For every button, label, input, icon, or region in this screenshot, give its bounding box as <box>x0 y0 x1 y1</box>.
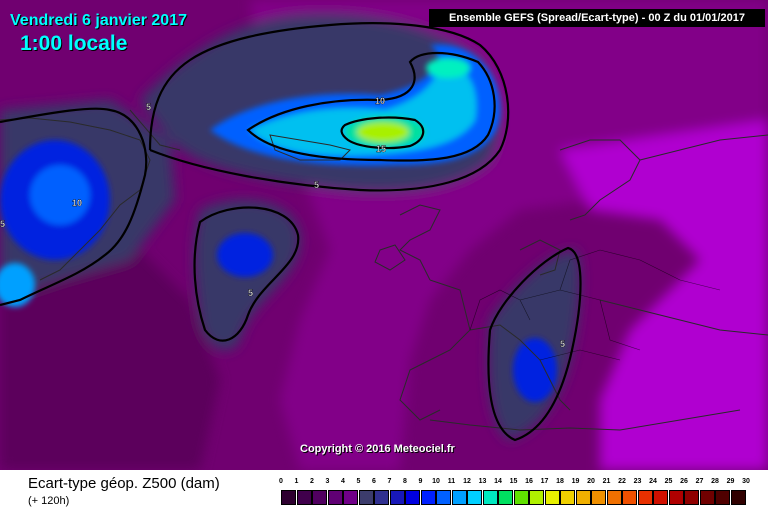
scale-swatch <box>715 490 730 505</box>
scale-swatch <box>622 490 637 505</box>
scale-swatch <box>575 490 591 505</box>
scale-label: 9 <box>418 478 423 485</box>
scale-swatch <box>668 490 684 505</box>
scale-label: 22 <box>618 478 626 485</box>
map-canvas: 5 10 15 5 10 5 5 5 <box>0 0 768 470</box>
contour-label: 5 <box>560 339 565 349</box>
copyright-text: Copyright © 2016 Meteociel.fr <box>300 443 455 455</box>
scale-swatch <box>544 490 560 505</box>
scale-label: 23 <box>633 478 642 485</box>
scale-label: 4 <box>341 478 345 485</box>
scale-swatch <box>405 490 420 505</box>
contour-label: 5 <box>248 288 253 298</box>
scale-swatch <box>343 490 358 505</box>
borders <box>469 249 721 361</box>
contour-label: 5 <box>0 219 5 229</box>
scale-label: 15 <box>509 478 518 485</box>
scale-label: 26 <box>680 478 688 485</box>
scale-swatch <box>296 490 312 505</box>
scale-label: 5 <box>356 478 361 485</box>
scale-label: 2 <box>310 478 314 485</box>
scale-label: 3 <box>325 478 330 485</box>
spread-cores <box>0 44 557 402</box>
contour-label: 10 <box>72 198 82 208</box>
scale-label: 0 <box>279 478 283 485</box>
contour-label: 15 <box>376 144 386 154</box>
scale-swatch <box>653 490 668 505</box>
scale-label: 19 <box>571 478 580 485</box>
scale-swatch <box>467 490 482 505</box>
scale-label: 17 <box>540 478 549 485</box>
scale-label: 20 <box>587 478 595 485</box>
scale-swatch <box>482 490 498 505</box>
scale-swatch <box>684 490 699 505</box>
scale-label: 8 <box>403 478 407 485</box>
color-scale: 0 1 2 3 4 5 6 7 8 9 10 11 12 13 14 15 16 17 18 19 20 21 22 23 24… <box>279 478 761 510</box>
field-title: Ecart-type géop. Z500 (dam) <box>28 475 220 492</box>
scale-label: 25 <box>664 478 673 485</box>
scale-label: 1 <box>294 478 299 485</box>
scale-label: 6 <box>372 478 376 485</box>
scale-swatch <box>529 490 544 505</box>
scale-swatch <box>327 490 343 505</box>
scale-swatch <box>606 490 622 505</box>
scale-swatch <box>281 490 296 505</box>
lead-time: (+ 120h) <box>28 495 70 507</box>
spread-map: 5 10 15 5 10 5 5 5 Vendredi 6 janvier 20… <box>0 0 768 470</box>
scale-label: 13 <box>478 478 487 485</box>
contour-labels: 5 10 15 5 10 5 5 5 <box>0 96 565 349</box>
contour-lines <box>0 22 582 442</box>
scale-label: 27 <box>695 478 704 485</box>
scale-label: 12 <box>463 478 471 485</box>
scale-swatch <box>498 490 513 505</box>
scale-label: 21 <box>602 478 611 485</box>
model-run-banner: Ensemble GEFS (Spread/Ecart-type) - 00 Z… <box>429 9 765 27</box>
forecast-time: 1:00 locale <box>20 32 128 55</box>
forecast-date: Vendredi 6 janvier 2017 <box>10 12 187 29</box>
scale-label: 14 <box>494 478 502 485</box>
contour-label: 10 <box>375 96 385 106</box>
scale-label: 16 <box>525 478 533 485</box>
scale-swatch <box>513 490 529 505</box>
scale-label: 7 <box>387 478 392 485</box>
scale-swatch <box>730 490 746 505</box>
scale-swatch <box>389 490 405 505</box>
scale-label: 29 <box>726 478 735 485</box>
scale-label: 28 <box>711 478 719 485</box>
scale-swatch <box>374 490 389 505</box>
scale-swatch <box>420 490 436 505</box>
contour-label: 5 <box>146 102 151 112</box>
contour-label: 5 <box>314 180 319 190</box>
scale-swatch <box>637 490 653 505</box>
scale-swatch <box>451 490 467 505</box>
scale-label: 30 <box>742 478 750 485</box>
scale-label: 10 <box>432 478 440 485</box>
scale-swatch <box>436 490 451 505</box>
scale-swatch <box>560 490 575 505</box>
scale-label: 24 <box>649 478 657 485</box>
scale-swatch <box>312 490 327 505</box>
scale-label: 11 <box>447 478 456 485</box>
scale-swatch <box>358 490 374 505</box>
scale-swatch <box>591 490 606 505</box>
scale-label: 18 <box>556 478 564 485</box>
scale-swatch <box>699 490 715 505</box>
